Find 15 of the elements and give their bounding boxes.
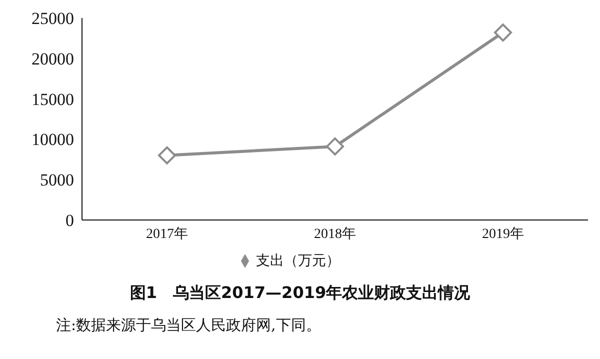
y-tick-label: 5000 [40,170,74,190]
x-tick-label: 2019年 [482,226,524,242]
y-tick-label: 25000 [32,9,74,28]
text: 注:数据来源于乌当区人民政府网,下同。 [56,316,321,335]
legend-label: 支出（万元） [256,254,340,269]
y-tick-label: 10000 [32,130,74,150]
x-tick-label: 2018年 [314,226,356,242]
text: 图1 乌当区2017—2019年农业财政支出情况 [128,283,472,304]
y-tick-label: 20000 [32,49,74,68]
point [494,24,512,42]
point [326,137,344,156]
y-tick-label: 15000 [32,90,74,109]
x-tick-label: 2017年 [146,226,188,242]
point [158,146,176,164]
y-tick-label: 0 [66,211,74,230]
